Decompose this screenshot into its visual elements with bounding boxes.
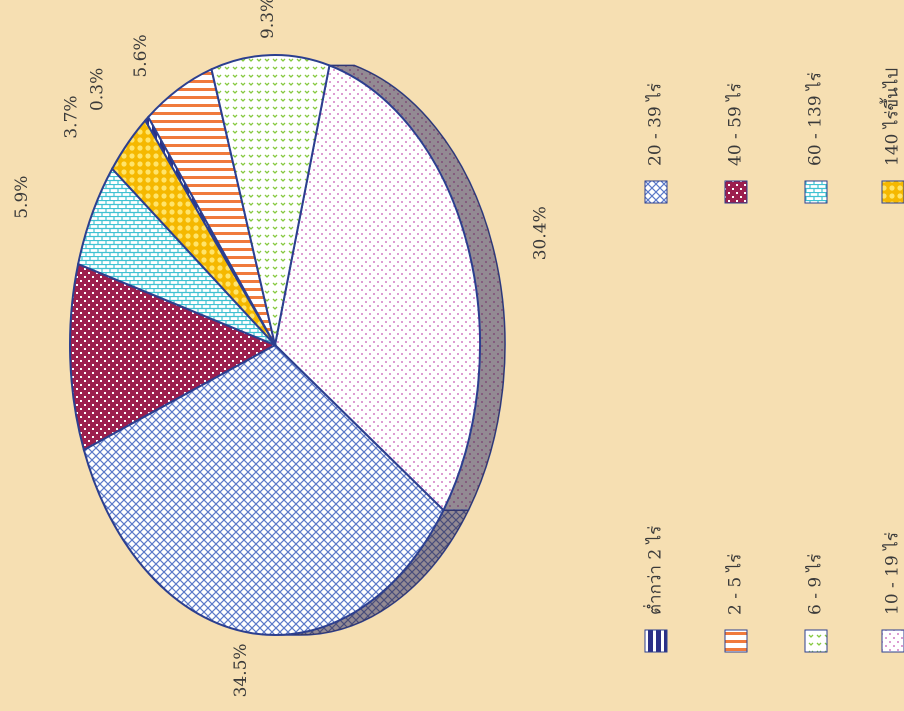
legend-swatch [724,629,748,653]
legend-swatch [724,180,748,204]
value-label: 5.9% [12,176,32,219]
legend-swatch [881,629,904,653]
legend-label: 10 - 19 ไร่ [882,532,903,615]
legend-swatch [644,180,668,204]
legend-label: 2 - 5 ไร่ [725,554,746,615]
value-label: 3.7% [61,95,81,138]
pie-slice [82,343,445,636]
pie-slice [273,64,481,512]
value-label: 10.4% [0,332,2,386]
pie-side-shade [329,65,506,511]
legend-label: 60 - 139 ไร่ [805,72,826,166]
legend-swatch [804,629,828,653]
value-label: 9.3% [258,0,278,39]
legend-swatch [644,629,668,653]
legend-label: ต่ำกว่า 2 ไร่ [643,526,666,615]
legend-label: 40 - 59 ไร่ [725,83,746,166]
legend-swatch [881,180,904,204]
legend-label: 6 - 9 ไร่ [805,554,826,615]
value-label: 5.6% [131,34,151,77]
legend-label: 20 - 39 ไร่ [645,83,666,166]
legend-swatch [804,180,828,204]
pie-slice [210,54,331,346]
pie-side-shade [275,510,469,635]
legend-label: 140 ไร่ขึ้นไป [880,68,903,166]
value-label: 34.5% [231,643,251,697]
value-label: 30.4% [530,206,550,260]
value-label: 0.3% [88,68,108,111]
pie-slice [69,262,278,452]
